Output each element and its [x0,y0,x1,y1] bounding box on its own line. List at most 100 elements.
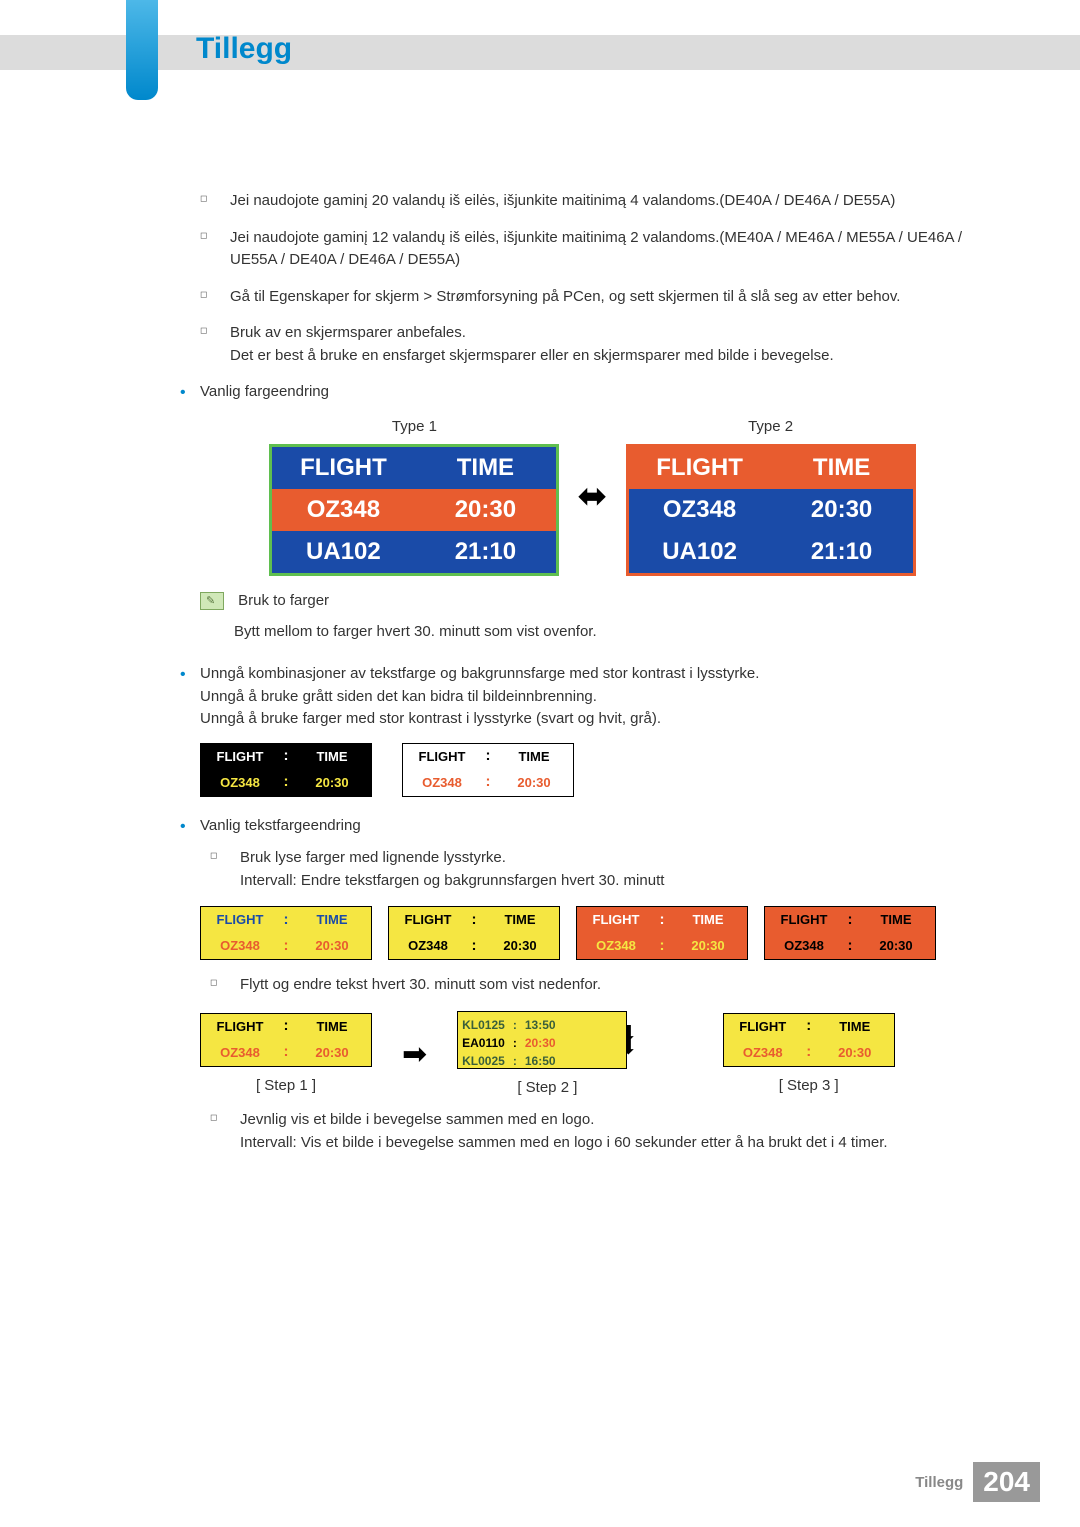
bullet-list-top: Jei naudojote gaminį 20 valandų iš eilės… [200,190,985,367]
step1-block: FLIGHT:TIME OZ348:20:30 [ Step 1 ] [200,1013,372,1098]
page-title: Tillegg [196,32,292,66]
bullet-text: Jevnlig vis et bilde i bevegelse sammen … [240,1111,594,1128]
st-sep: : [843,933,857,959]
st-sep: : [279,907,293,933]
bullet-text: Intervall: Vis et bilde i bevegelse samm… [240,1134,888,1151]
flight-table-1: FLIGHT TIME OZ348 20:30 UA102 21:10 [269,444,559,576]
bw-table-2: FLIGHT : TIME OZ348 : 20:30 [402,743,574,797]
st-cell: 20:30 [293,770,371,796]
sc-cell: KL0125 [458,1016,509,1034]
contrast-tables: FLIGHT : TIME OZ348 : 20:30 FLIGHT : TIM… [200,743,985,797]
bullet-list-sub3: Jevnlig vis et bilde i bevegelse sammen … [210,1109,985,1154]
st-cell: OZ348 [201,770,279,796]
step2-label: [ Step 2 ] [457,1077,637,1100]
dot-list-3: Vanlig tekstfargeendring [180,815,985,838]
st-sep: : [655,907,669,933]
ft-cell: UA102 [629,531,771,573]
type2-label: Type 2 [626,416,916,439]
st-sep: : [279,933,293,959]
sc-cell: 20:30 [521,1034,560,1052]
st-sep: : [481,770,495,796]
page: Tillegg Jei naudojote gaminį 20 valandų … [0,0,1080,1527]
st-sep: : [467,907,481,933]
four-color-tables: FLIGHT:TIME OZ348:20:30 FLIGHT:TIME OZ34… [200,906,985,960]
step1-label: [ Step 1 ] [200,1075,372,1098]
color-table: FLIGHT:TIME OZ348:20:30 [388,906,560,960]
dot-list: Vanlig fargeendring [180,381,985,404]
bullet-item: Bruk lyse farger med lignende lysstyrke.… [210,847,985,892]
blue-tab [126,0,158,100]
footer: Tillegg 204 [915,1462,1040,1502]
double-arrow-icon: ⬌ [577,469,607,523]
st-cell: TIME [857,907,935,933]
st-sep: : [655,933,669,959]
bullet-item: Gå til Egenskaper for skjerm > Strømfors… [200,286,985,309]
steps-row: FLIGHT:TIME OZ348:20:30 [ Step 1 ] ➡ OF0… [200,1011,985,1100]
step1-table: FLIGHT:TIME OZ348:20:30 [200,1013,372,1067]
ft-cell: 20:30 [414,489,556,531]
ft-cell: UA102 [272,531,414,573]
sc-cell: KL0025 [458,1052,509,1069]
bullet-list-sub: Bruk lyse farger med lignende lysstyrke.… [210,847,985,892]
st-cell: FLIGHT [201,1014,279,1040]
st-cell: 20:30 [293,1040,371,1066]
st-cell: OZ348 [724,1040,802,1066]
bullet-list-sub2: Flytt og endre tekst hvert 30. minutt so… [210,974,985,997]
st-cell: 20:30 [481,933,559,959]
st-cell: 20:30 [293,933,371,959]
dot-text: Unngå kombinasjoner av tekstfarge og bak… [200,665,759,682]
sc-cell: 13:50 [521,1016,560,1034]
st-cell: FLIGHT [201,907,279,933]
st-cell: TIME [293,744,371,770]
bullet-item: Jei naudojote gaminį 20 valandų iš eilės… [200,190,985,213]
st-cell: TIME [293,1014,371,1040]
bullet-text: Bruk lyse farger med lignende lysstyrke. [240,849,506,866]
color-table: FLIGHT:TIME OZ348:20:30 [764,906,936,960]
st-sep: : [279,770,293,796]
dot-text: Unngå å bruke grått siden det kan bidra … [200,688,597,705]
st-sep: : [279,1014,293,1040]
ft-cell: OZ348 [629,489,771,531]
st-cell: FLIGHT [389,907,467,933]
st-sep: : [279,1040,293,1066]
ft-cell: OZ348 [272,489,414,531]
page-number: 204 [973,1462,1040,1502]
st-sep: : [802,1014,816,1040]
ft-cell: 20:30 [771,489,913,531]
st-cell: TIME [481,907,559,933]
dot-item: Vanlig tekstfargeendring [180,815,985,838]
note-block: Bruk to farger [200,590,985,613]
st-cell: FLIGHT [201,744,279,770]
flight-table-2: FLIGHT TIME OZ348 20:30 UA102 21:10 [626,444,916,576]
flight-tables-row: Type 1 FLIGHT TIME OZ348 20:30 UA102 21:… [200,416,985,577]
arrow-right-icon: ➡ [402,1032,427,1077]
st-cell: 20:30 [669,933,747,959]
color-table: FLIGHT:TIME OZ348:20:30 [576,906,748,960]
ft-cell: 21:10 [771,531,913,573]
step3-block: FLIGHT:TIME OZ348:20:30 [ Step 3 ] [723,1013,895,1098]
ft-header: TIME [771,447,913,489]
bw-table-1: FLIGHT : TIME OZ348 : 20:30 [200,743,372,797]
content-area: Jei naudojote gaminį 20 valandų iš eilės… [200,190,985,1168]
header-band [0,35,1080,70]
color-table: FLIGHT:TIME OZ348:20:30 [200,906,372,960]
bullet-subtext: Det er best å bruke en ensfarget skjerms… [230,347,834,364]
st-cell: TIME [293,907,371,933]
st-sep: : [843,907,857,933]
bullet-item: Bruk av en skjermsparer anbefales. Det e… [200,322,985,367]
step2-block: OF0310:24:20 KL0125:13:50 EA0110:20:30 K… [457,1011,637,1100]
bullet-item: Jevnlig vis et bilde i bevegelse sammen … [210,1109,985,1154]
dot-item: Unngå kombinasjoner av tekstfarge og bak… [180,663,985,731]
bullet-text: Intervall: Endre tekstfargen og bakgrunn… [240,872,664,889]
dot-list-2: Unngå kombinasjoner av tekstfarge og bak… [180,663,985,731]
dot-item: Vanlig fargeendring [180,381,985,404]
step2-scroll-table: OF0310:24:20 KL0125:13:50 EA0110:20:30 K… [457,1011,627,1069]
st-sep: : [279,744,293,770]
step3-label: [ Step 3 ] [723,1075,895,1098]
type2-block: Type 2 FLIGHT TIME OZ348 20:30 UA102 21:… [626,416,916,577]
st-cell: OZ348 [577,933,655,959]
st-cell: OZ348 [765,933,843,959]
type1-block: Type 1 FLIGHT TIME OZ348 20:30 UA102 21:… [269,416,559,577]
ft-cell: 21:10 [414,531,556,573]
note-icon [200,592,224,610]
